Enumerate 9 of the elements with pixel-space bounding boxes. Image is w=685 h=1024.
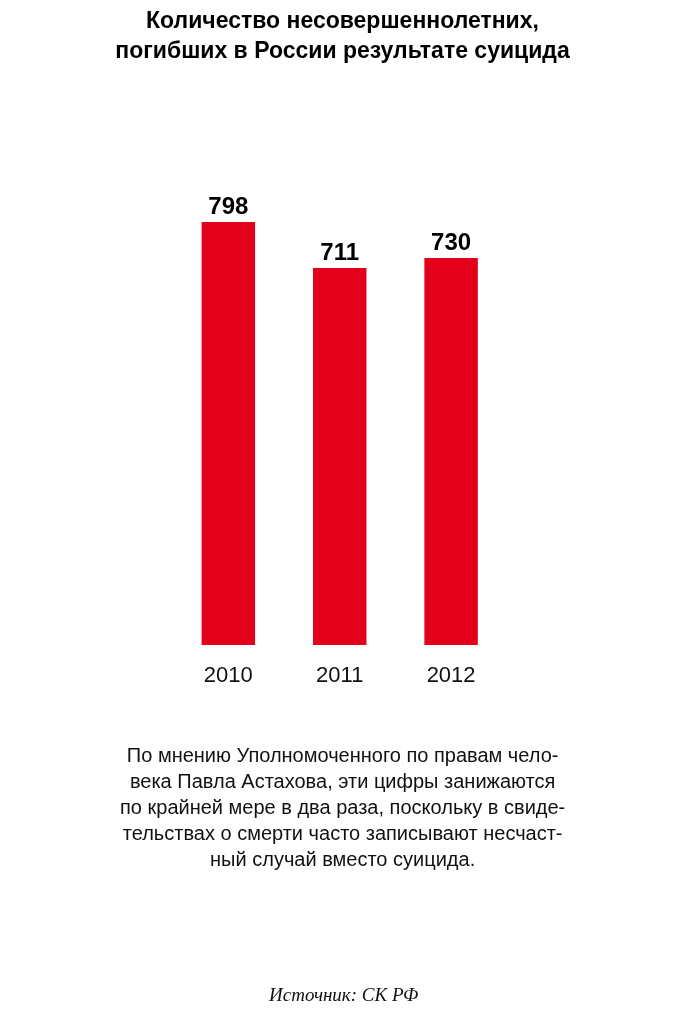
chart-title: Количество несовершеннолетних, погибших в России результате суицида	[115, 6, 570, 63]
data-label: 798	[208, 191, 249, 219]
x-tick-label: 2010	[203, 662, 253, 687]
x-tick-label: 2011	[316, 662, 364, 687]
text: Источник: СК РФ	[268, 984, 419, 1005]
data-label: 711	[320, 238, 360, 266]
text: По мнению Уполномоченного по правам чело- века Павла Астахова, эти цифры занижаются по крайней мере в два раза, поскольку в свиде- тельствах о смерти часто записывают несчаст- ный случай вместо суицида.	[120, 744, 566, 870]
x-tick-label: 2012	[426, 662, 476, 687]
data-label: 730	[431, 228, 472, 256]
